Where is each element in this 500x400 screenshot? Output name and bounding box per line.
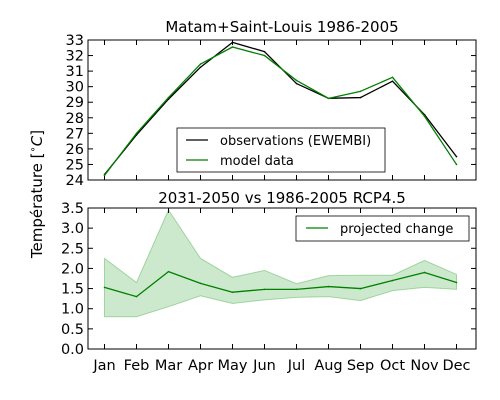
bottom-y-tick-label: 3.5 xyxy=(61,201,84,217)
y-axis-label-main: Température [ xyxy=(28,152,46,259)
top-y-tick-label: 30 xyxy=(66,80,84,96)
point-observations-ewembi xyxy=(296,83,298,85)
x-tick-label: Aug xyxy=(314,358,342,374)
x-tick-label: Nov xyxy=(410,358,439,374)
bottom-y-tick-label: 3.0 xyxy=(61,221,84,237)
point-projected-change xyxy=(424,272,426,274)
y-axis-label-unit: C xyxy=(28,135,46,146)
x-tick-label: Mar xyxy=(155,358,182,374)
x-tick-label: Dec xyxy=(442,358,470,374)
top-y-tick-label: 29 xyxy=(66,95,84,111)
point-model-data xyxy=(456,164,458,166)
point-projected-change xyxy=(360,288,362,290)
point-observations-ewembi xyxy=(392,80,394,82)
bottom-y-tick-label: 0.5 xyxy=(61,322,84,338)
legend-label-projected-change: projected change xyxy=(340,222,453,237)
top-y-tick-label: 26 xyxy=(66,142,84,158)
point-observations-ewembi xyxy=(200,66,202,68)
point-observations-ewembi xyxy=(264,51,266,53)
top-y-tick-label: 25 xyxy=(66,157,84,173)
point-model-data xyxy=(328,98,330,100)
point-observations-ewembi xyxy=(232,42,234,44)
bottom-y-tick-label: 2.0 xyxy=(61,261,84,277)
x-tick-label: Sep xyxy=(347,358,374,374)
legend-label-observations: observations (EWEMBI) xyxy=(220,134,371,149)
top-y-tick-label: 32 xyxy=(66,49,84,65)
top-y-tick-label: 28 xyxy=(66,111,84,127)
point-model-data xyxy=(232,46,234,48)
point-projected-change xyxy=(264,289,266,291)
point-model-data xyxy=(360,91,362,93)
point-model-data xyxy=(136,133,138,135)
point-model-data xyxy=(296,80,298,82)
point-model-data xyxy=(264,55,266,57)
point-projected-change xyxy=(232,291,234,293)
y-axis-label-close: ] xyxy=(28,130,46,136)
top-panel-legend: observations (EWEMBI) model data xyxy=(177,128,385,172)
x-tick-label: Jan xyxy=(92,358,115,374)
top-y-tick-label: 33 xyxy=(66,33,84,49)
bottom-y-tick-label: 1.0 xyxy=(61,302,84,318)
point-observations-ewembi xyxy=(456,156,458,158)
point-projected-change xyxy=(456,282,458,284)
bottom-y-tick-label: 1.5 xyxy=(61,282,84,298)
top-y-tick-label: 24 xyxy=(66,173,84,189)
point-model-data xyxy=(392,77,394,79)
legend-label-model: model data xyxy=(220,154,294,169)
point-model-data xyxy=(104,175,106,177)
point-projected-change xyxy=(328,286,330,288)
x-tick-label: Jun xyxy=(252,358,276,374)
point-model-data xyxy=(424,115,426,117)
point-projected-change xyxy=(296,289,298,291)
point-model-data xyxy=(168,97,170,99)
x-tick-label: Oct xyxy=(380,358,405,374)
x-tick-label: Feb xyxy=(124,358,150,374)
bottom-y-tick-label: 0.0 xyxy=(61,342,84,358)
bottom-panel-legend: projected change xyxy=(296,216,469,241)
x-tick-label: Jul xyxy=(287,358,306,374)
point-projected-change xyxy=(392,280,394,282)
point-projected-change xyxy=(168,271,170,273)
x-tick-label: May xyxy=(218,358,248,374)
point-projected-change xyxy=(200,283,202,285)
top-panel-title: Matam+Saint-Louis 1986-2005 xyxy=(165,18,398,36)
point-projected-change xyxy=(136,296,138,298)
point-observations-ewembi xyxy=(360,97,362,99)
point-projected-change xyxy=(104,287,106,289)
point-model-data xyxy=(200,63,202,65)
bottom-panel-title: 2031-2050 vs 1986-2005 RCP4.5 xyxy=(158,189,406,207)
x-tick-label: Apr xyxy=(188,358,213,374)
top-y-tick-label: 27 xyxy=(66,126,84,142)
top-y-tick-label: 31 xyxy=(66,64,84,80)
bottom-y-tick-label: 2.5 xyxy=(61,241,84,257)
